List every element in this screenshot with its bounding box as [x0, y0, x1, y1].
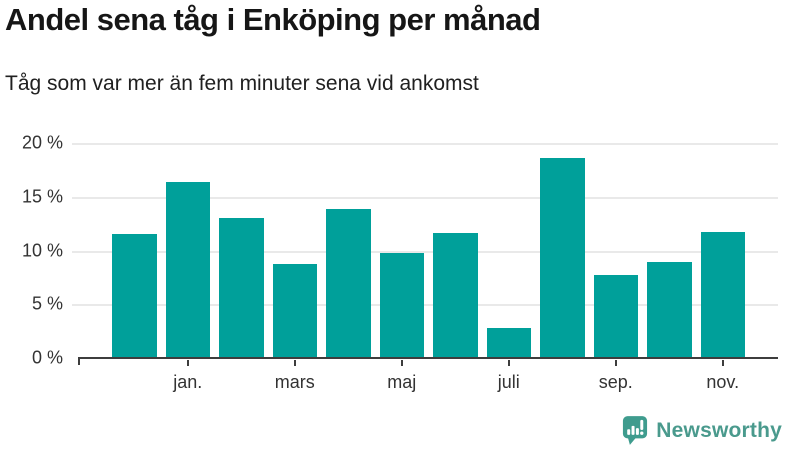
x-axis-label: mars: [274, 372, 315, 392]
x-axis-tick: [293, 360, 296, 366]
y-axis-label: 5 %: [31, 293, 63, 314]
x-axis-label: nov.: [706, 372, 740, 392]
bar-slot-juli: juli: [486, 143, 531, 392]
bar-slot-nov.: nov.: [700, 143, 745, 392]
bar-series: jan. mars maj juli sep. nov.: [112, 143, 745, 392]
bar-slot-feb.: [219, 143, 264, 358]
chart-title: Andel sena tåg i Enköping per månad: [5, 2, 541, 37]
gridline-15: [72, 196, 778, 199]
bar-juni: [433, 233, 478, 358]
bar-slot-juni: [433, 143, 478, 358]
x-axis-label: juli: [497, 372, 520, 392]
bar-mars: [272, 264, 317, 358]
y-axis-label: 0 %: [31, 347, 63, 368]
x-axis-label: jan.: [173, 372, 203, 392]
x-axis-line: [78, 357, 778, 359]
bar-chart-plot-area: jan. mars maj juli sep. nov.: [72, 143, 778, 392]
bar-jan.: [165, 181, 210, 358]
bar-sep.: [593, 275, 638, 358]
gridline-5: [72, 304, 778, 307]
x-axis-tick: [507, 360, 510, 366]
bar-okt.: [647, 262, 692, 358]
bar-aug.: [540, 158, 585, 358]
bar-nov.: [700, 232, 745, 358]
x-axis-tick: [400, 360, 403, 366]
newsworthy-logo: Newsworthy: [622, 416, 782, 445]
x-axis-tick: [614, 360, 617, 366]
bar-slot-dec.: [112, 143, 157, 358]
x-axis-tick: [721, 360, 724, 366]
bar-slot-apr.: [326, 143, 371, 358]
chart-subtitle: Tåg som var mer än fem minuter sena vid …: [5, 72, 479, 95]
y-axis-label: 20 %: [21, 132, 63, 153]
gridline-20: [72, 143, 778, 145]
newsworthy-speech-bubble-bar-chart-icon: [623, 416, 648, 445]
bar-slot-sep.: sep.: [593, 143, 638, 392]
y-axis-label: 10 %: [21, 240, 63, 260]
bar-juli: [486, 327, 531, 358]
x-axis-label: maj: [387, 372, 417, 392]
bar-dec.: [112, 234, 157, 358]
newsworthy-wordmark: Newsworthy: [656, 418, 782, 442]
bar-slot-maj: maj: [379, 143, 424, 392]
bar-slot-aug.: [540, 143, 585, 358]
x-axis-tick: [186, 360, 189, 366]
x-axis-start-tick: [78, 359, 80, 365]
gridline-10: [72, 250, 778, 253]
x-axis-label: sep.: [598, 372, 633, 392]
y-axis-label: 15 %: [21, 186, 63, 207]
y-axis: 20 % 15 % 10 % 5 % 0 %: [0, 133, 63, 368]
bar-feb.: [219, 218, 264, 358]
bar-slot-jan.: jan.: [165, 143, 210, 392]
bar-maj: [379, 252, 424, 358]
bar-slot-okt.: [647, 143, 692, 358]
bar-slot-mars: mars: [272, 143, 317, 392]
bar-apr.: [326, 208, 371, 358]
